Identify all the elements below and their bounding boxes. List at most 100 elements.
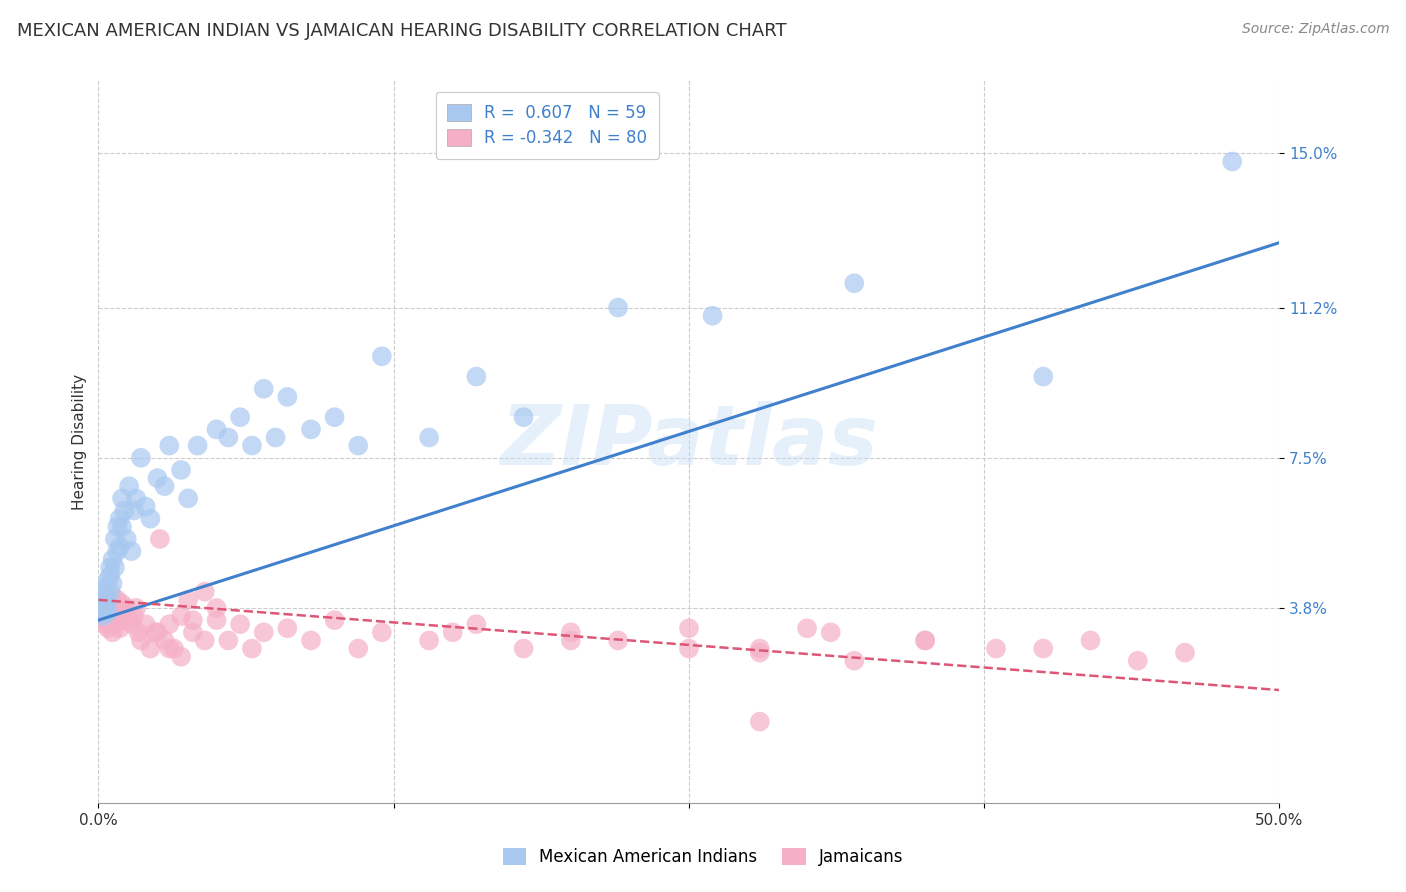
- Point: [170, 649, 193, 664]
- Point: [820, 625, 842, 640]
- Point: [125, 491, 148, 506]
- Point: [104, 601, 127, 615]
- Point: [163, 641, 186, 656]
- Point: [94, 597, 117, 611]
- Point: [91, 605, 114, 619]
- Point: [560, 625, 582, 640]
- Point: [441, 625, 464, 640]
- Point: [347, 439, 370, 453]
- Point: [984, 641, 1007, 656]
- Point: [128, 625, 150, 640]
- Point: [323, 410, 346, 425]
- Point: [135, 617, 157, 632]
- Point: [111, 520, 134, 534]
- Point: [111, 613, 134, 627]
- Point: [170, 609, 193, 624]
- Point: [146, 625, 169, 640]
- Point: [90, 609, 112, 624]
- Point: [678, 621, 700, 635]
- Point: [146, 471, 169, 485]
- Point: [914, 633, 936, 648]
- Point: [91, 613, 114, 627]
- Point: [97, 592, 120, 607]
- Point: [347, 641, 370, 656]
- Point: [139, 511, 162, 525]
- Point: [97, 573, 120, 587]
- Point: [90, 601, 112, 615]
- Point: [91, 584, 114, 599]
- Point: [121, 617, 143, 632]
- Point: [98, 601, 121, 615]
- Point: [115, 601, 138, 615]
- Point: [101, 552, 124, 566]
- Point: [253, 382, 276, 396]
- Point: [105, 520, 128, 534]
- Point: [177, 491, 200, 506]
- Point: [299, 422, 322, 436]
- Point: [91, 609, 114, 624]
- Text: ZIPatlas: ZIPatlas: [501, 401, 877, 482]
- Point: [135, 500, 157, 514]
- Point: [205, 422, 228, 436]
- Point: [157, 617, 180, 632]
- Point: [253, 625, 276, 640]
- Point: [104, 560, 127, 574]
- Point: [111, 597, 134, 611]
- Text: MEXICAN AMERICAN INDIAN VS JAMAICAN HEARING DISABILITY CORRELATION CHART: MEXICAN AMERICAN INDIAN VS JAMAICAN HEAR…: [17, 22, 786, 40]
- Point: [914, 633, 936, 648]
- Point: [323, 613, 346, 627]
- Point: [101, 576, 124, 591]
- Legend: Mexican American Indians, Jamaicans: Mexican American Indians, Jamaicans: [494, 840, 912, 875]
- Point: [94, 601, 117, 615]
- Point: [153, 479, 176, 493]
- Point: [101, 609, 124, 624]
- Point: [1032, 369, 1054, 384]
- Point: [844, 277, 866, 291]
- Point: [98, 568, 121, 582]
- Point: [512, 641, 534, 656]
- Point: [177, 592, 200, 607]
- Point: [115, 532, 138, 546]
- Point: [194, 633, 217, 648]
- Point: [98, 560, 121, 574]
- Point: [678, 641, 700, 656]
- Point: [91, 592, 114, 607]
- Point: [108, 540, 131, 554]
- Point: [129, 450, 152, 465]
- Point: [129, 633, 152, 648]
- Point: [98, 584, 121, 599]
- Point: [796, 621, 818, 635]
- Point: [217, 633, 239, 648]
- Point: [240, 641, 263, 656]
- Point: [94, 609, 117, 624]
- Point: [94, 581, 117, 595]
- Point: [90, 601, 112, 615]
- Point: [149, 532, 172, 546]
- Point: [205, 601, 228, 615]
- Point: [122, 609, 145, 624]
- Point: [122, 503, 145, 517]
- Point: [97, 621, 120, 635]
- Point: [108, 511, 131, 525]
- Point: [143, 625, 166, 640]
- Point: [1126, 654, 1149, 668]
- Point: [105, 544, 128, 558]
- Point: [607, 633, 630, 648]
- Point: [170, 463, 193, 477]
- Point: [748, 714, 770, 729]
- Point: [844, 654, 866, 668]
- Point: [748, 641, 770, 656]
- Point: [418, 633, 440, 648]
- Point: [1174, 646, 1197, 660]
- Point: [512, 410, 534, 425]
- Point: [205, 613, 228, 627]
- Point: [94, 589, 117, 603]
- Point: [98, 613, 121, 627]
- Legend: R =  0.607   N = 59, R = -0.342   N = 80: R = 0.607 N = 59, R = -0.342 N = 80: [436, 92, 659, 159]
- Point: [157, 641, 180, 656]
- Point: [97, 605, 120, 619]
- Point: [91, 605, 114, 619]
- Point: [371, 625, 394, 640]
- Point: [90, 592, 112, 607]
- Point: [1220, 154, 1243, 169]
